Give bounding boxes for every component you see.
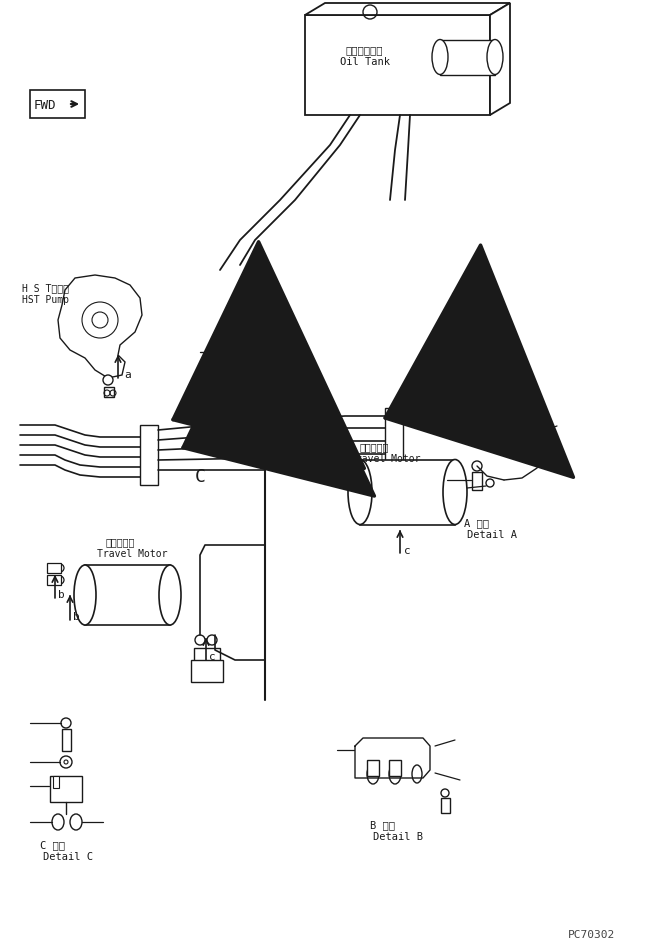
Text: A: A <box>202 408 213 426</box>
Ellipse shape <box>443 460 467 524</box>
Bar <box>104 387 114 397</box>
Circle shape <box>56 576 64 584</box>
Text: c: c <box>404 546 410 556</box>
Text: Travel Motor: Travel Motor <box>350 454 420 464</box>
Ellipse shape <box>367 764 379 784</box>
Text: Detail C: Detail C <box>43 852 93 862</box>
Bar <box>50 776 82 802</box>
Bar <box>234 362 248 378</box>
Text: a: a <box>124 370 131 380</box>
Ellipse shape <box>70 814 82 830</box>
Polygon shape <box>490 3 510 115</box>
Circle shape <box>233 345 247 359</box>
Text: HST Pump: HST Pump <box>22 295 69 305</box>
Bar <box>62 729 71 751</box>
Circle shape <box>61 718 71 728</box>
Bar <box>305 15 490 115</box>
Text: b: b <box>73 612 79 622</box>
Bar <box>440 40 495 75</box>
Text: a: a <box>246 374 253 384</box>
Text: C: C <box>195 468 206 486</box>
Circle shape <box>485 288 495 298</box>
Text: c: c <box>209 652 216 662</box>
Ellipse shape <box>487 40 503 75</box>
Circle shape <box>56 564 64 572</box>
Circle shape <box>486 479 494 487</box>
Text: C 詳細: C 詳細 <box>40 840 65 850</box>
Bar <box>385 408 403 463</box>
Text: 走行モータ: 走行モータ <box>360 442 389 452</box>
Bar <box>85 565 170 625</box>
Circle shape <box>484 326 496 338</box>
Circle shape <box>441 789 449 797</box>
Text: Oil Tank: Oil Tank <box>340 57 390 67</box>
Ellipse shape <box>412 765 422 783</box>
Text: b: b <box>58 590 65 600</box>
Text: H S Tポンプ: H S Tポンプ <box>22 283 69 293</box>
Text: PC70302: PC70302 <box>568 930 615 940</box>
Ellipse shape <box>389 764 401 784</box>
Bar <box>480 398 506 412</box>
Bar <box>140 425 158 485</box>
Bar <box>191 660 223 682</box>
Bar <box>194 648 220 662</box>
Bar <box>360 460 455 525</box>
Text: Travel Motor: Travel Motor <box>97 549 167 559</box>
Ellipse shape <box>74 565 96 625</box>
Circle shape <box>195 635 205 645</box>
Polygon shape <box>305 3 510 15</box>
Circle shape <box>60 756 72 768</box>
Bar <box>472 472 482 490</box>
Bar <box>47 563 61 573</box>
Text: 走行モータ: 走行モータ <box>105 537 134 547</box>
Text: A 詳細: A 詳細 <box>464 518 489 528</box>
Bar <box>441 798 450 813</box>
Bar <box>474 384 512 400</box>
Bar <box>30 90 85 118</box>
Circle shape <box>207 635 217 645</box>
Text: FWD: FWD <box>34 99 56 113</box>
Polygon shape <box>58 275 142 378</box>
Bar <box>53 776 59 788</box>
Text: B 詳細: B 詳細 <box>370 820 395 830</box>
Bar <box>474 362 494 372</box>
Bar <box>367 760 379 776</box>
Ellipse shape <box>348 460 372 524</box>
Bar <box>486 299 495 321</box>
Text: オイルタンク: オイルタンク <box>345 45 383 55</box>
Text: Detail A: Detail A <box>467 530 517 540</box>
Ellipse shape <box>432 40 448 75</box>
Bar <box>47 575 61 585</box>
Ellipse shape <box>159 565 181 625</box>
Bar <box>474 346 506 364</box>
Bar <box>389 760 401 776</box>
Circle shape <box>472 461 482 471</box>
Text: B: B <box>413 408 424 426</box>
Text: Detail B: Detail B <box>373 832 423 842</box>
Ellipse shape <box>52 814 64 830</box>
Circle shape <box>103 375 113 385</box>
